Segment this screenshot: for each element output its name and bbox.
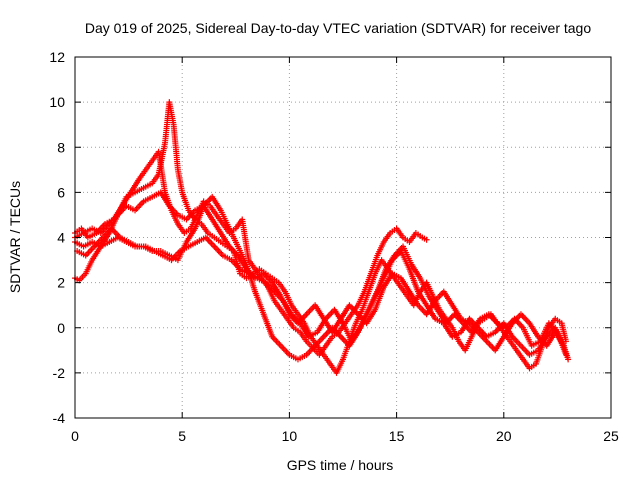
x-tick-label: 25 [603,428,619,444]
y-tick-label: -2 [53,365,66,381]
x-tick-label: 15 [389,428,405,444]
chart-title: Day 019 of 2025, Sidereal Day-to-day VTE… [85,20,592,36]
axis-ticks: 0 5 10 15 20 25 -4 -2 0 2 4 6 8 10 12 [49,49,619,444]
y-tick-label: 8 [57,139,65,155]
series-track-5 [72,189,567,354]
y-axis-label: SDTVAR / TECUs [7,181,23,293]
data-points [72,99,572,376]
x-tick-label: 20 [496,428,512,444]
x-tick-label: 10 [282,428,298,444]
y-tick-label: 6 [57,184,65,200]
x-tick-label: 5 [178,428,186,444]
series-track-1 [72,148,430,358]
data-point-marker [565,356,572,363]
data-point-marker [560,342,567,349]
grid-lines [75,57,611,418]
series-track-2 [72,99,569,376]
y-tick-label: 0 [57,320,65,336]
y-tick-label: 4 [57,230,65,246]
x-axis-label: GPS time / hours [287,457,394,473]
series-track-3 [72,193,572,363]
y-tick-label: 10 [49,94,65,110]
y-tick-label: 12 [49,49,65,65]
data-point-marker [562,351,569,358]
y-tick-label: -4 [53,410,66,426]
data-point-marker [423,236,430,243]
y-tick-label: 2 [57,275,65,291]
x-tick-label: 0 [71,428,79,444]
